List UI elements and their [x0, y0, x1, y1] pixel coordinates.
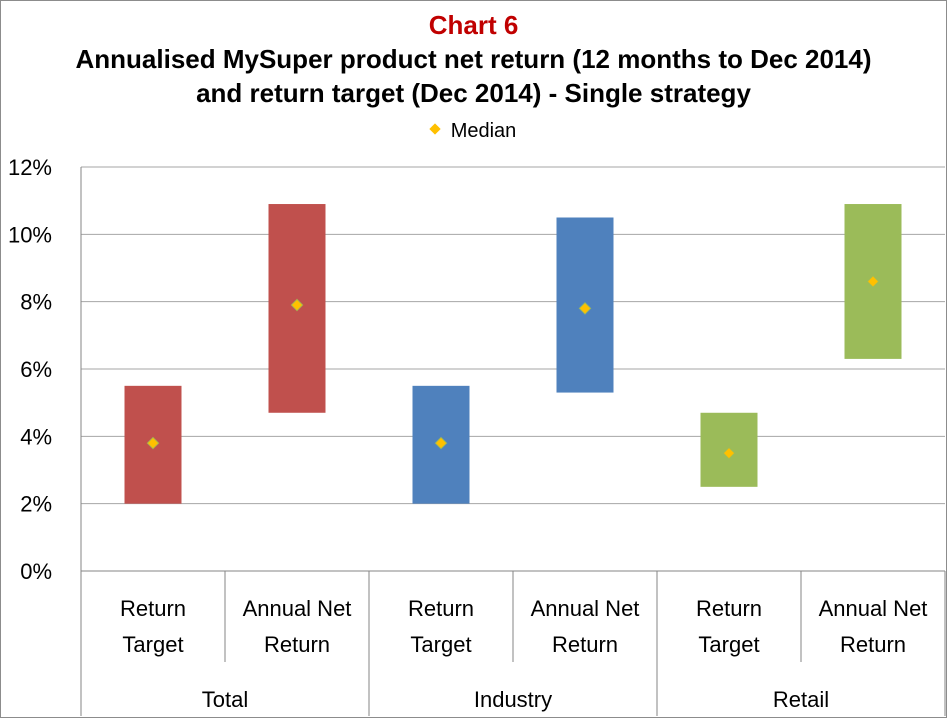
category-label: Target [698, 632, 759, 657]
group-label: Total [202, 687, 248, 712]
group-label: Retail [773, 687, 829, 712]
category-label: Return [696, 596, 762, 621]
category-label: Annual Net [531, 596, 640, 621]
y-tick-label: 6% [20, 357, 52, 382]
y-tick-label: 4% [20, 424, 52, 449]
category-label: Return [552, 632, 618, 657]
y-tick-label: 0% [20, 559, 52, 584]
median-marker [578, 302, 592, 315]
chart-number: Chart 6 [428, 10, 519, 40]
y-tick-label: 8% [20, 290, 52, 315]
category-label: Return [264, 632, 330, 657]
legend-label: Median [450, 120, 517, 142]
y-tick-label: 10% [8, 222, 52, 247]
median-marker [290, 298, 304, 312]
median-marker [866, 275, 880, 288]
category-label: Target [410, 632, 471, 657]
category-label: Return [408, 596, 474, 621]
median-marker [146, 436, 160, 450]
legend: Median [0, 120, 947, 143]
category-label: Return [120, 596, 186, 621]
y-tick-label: 12% [8, 155, 52, 180]
y-tick-label: 2% [20, 492, 52, 517]
category-label: Return [840, 632, 906, 657]
category-label: Annual Net [243, 596, 352, 621]
chart-title-line-2: and return target (Dec 2014) - Single st… [196, 78, 751, 108]
category-label: Target [122, 632, 183, 657]
group-label: Industry [474, 687, 552, 712]
chart-title-line-1: Annualised MySuper product net return (1… [75, 44, 872, 74]
median-marker [434, 436, 448, 450]
median-marker [722, 446, 736, 460]
category-label: Annual Net [819, 596, 928, 621]
